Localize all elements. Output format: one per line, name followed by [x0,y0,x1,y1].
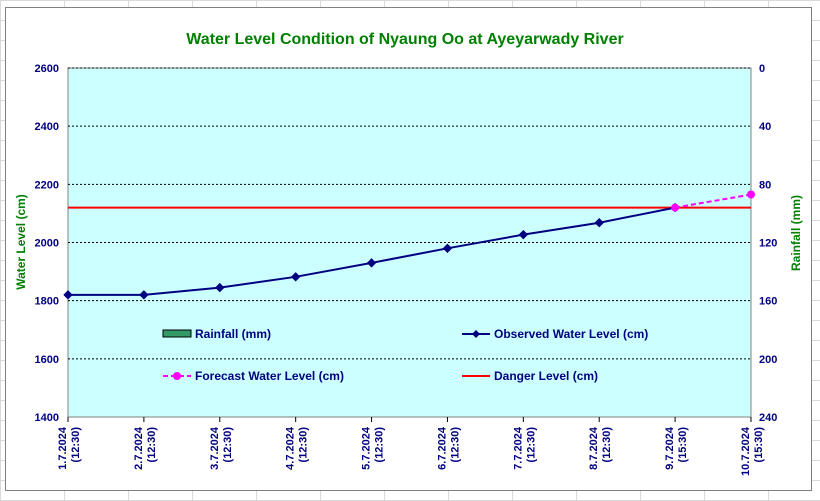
observed-point [366,258,377,268]
right-tick-label: 120 [759,238,777,250]
x-tick-time: (15:30) [677,427,689,463]
observed-point [442,243,453,254]
left-tick-label: 1600 [35,354,59,366]
observed-point [518,229,529,240]
x-tick-date: 3.7.2024 [209,426,221,470]
chart-svg: Water Level Condition of Nyaung Oo at Ay… [14,31,803,476]
right-tick-label: 160 [759,296,777,308]
right-tick-label: 0 [759,63,765,75]
observed-point [290,272,301,282]
left-tick-label: 1800 [35,296,59,308]
x-tick-date: 4.7.2024 [285,426,297,470]
chart-title: Water Level Condition of Nyaung Oo at Ay… [186,31,623,48]
gridlines [68,67,751,360]
x-tick-date: 5.7.2024 [361,426,373,470]
legend: Rainfall (mm) Observed Water Level (cm) Fo… [162,327,648,383]
legend-label: Observed Water Level (cm) [494,327,648,341]
right-tick-label: 40 [759,121,771,133]
right-tick-label: 80 [759,179,771,191]
forecast-series-line [674,193,752,209]
left-tick-label: 2400 [35,121,59,133]
x-tick-time: (12:30) [70,427,82,463]
observed-point [215,282,225,293]
y2-axis-title: Rainfall (mm) [789,195,803,271]
observed-point [139,290,149,300]
left-tick-label: 2000 [35,238,59,250]
x-tick-date: 8.7.2024 [588,426,600,470]
x-tick-time: (12:30) [374,427,386,463]
legend-marker-circle [173,372,181,380]
left-tick-label: 2200 [35,179,59,191]
x-tick-time: (12:30) [449,427,461,463]
observed-point [594,218,604,228]
x-tick-time: (12:30) [222,427,234,463]
right-tick-label: 200 [759,354,777,366]
left-tick-label: 2600 [35,63,59,75]
x-tick-date: 7.7.2024 [512,426,524,470]
x-tick-date: 9.7.2024 [664,426,676,470]
left-axis-ticks: 1400 1600 1800 2000 2200 2400 2600 [35,63,59,424]
forecast-point [671,203,680,212]
x-tick-date: 2.7.2024 [133,426,145,470]
legend-marker-diamond [472,330,480,338]
x-tick-date: 6.7.2024 [436,426,448,470]
observed-point [63,290,73,300]
series-layer [63,190,755,300]
chart-frame: Water Level Condition of Nyaung Oo at Ay… [5,7,812,491]
forecast-point [747,190,755,199]
legend-label: Danger Level (cm) [494,369,598,383]
right-axis-ticks: 0 40 80 120 160 200 240 [759,63,777,424]
right-tick-label: 240 [759,412,777,424]
left-tick-label: 1400 [35,412,59,424]
y-axis-title: Water Level (cm) [14,194,28,290]
x-tick-time: (15:30) [753,427,765,463]
x-tick-time: (12:30) [601,427,613,463]
x-tick-time: (12:30) [146,427,158,463]
x-tick-date: 10.7.2024 [740,426,752,476]
legend-swatch-rainfall [162,329,192,338]
legend-label: Forecast Water Level (cm) [195,369,344,383]
x-tick-date: 1.7.2024 [57,426,69,470]
legend-label: Rainfall (mm) [195,327,271,341]
x-tick-time: (12:30) [298,427,310,463]
x-axis-ticks: 1.7.2024 (12:30) 2.7.2024 (12:30) 3.7.2024 (1… [57,417,765,476]
x-tick-time: (12:30) [525,427,537,463]
